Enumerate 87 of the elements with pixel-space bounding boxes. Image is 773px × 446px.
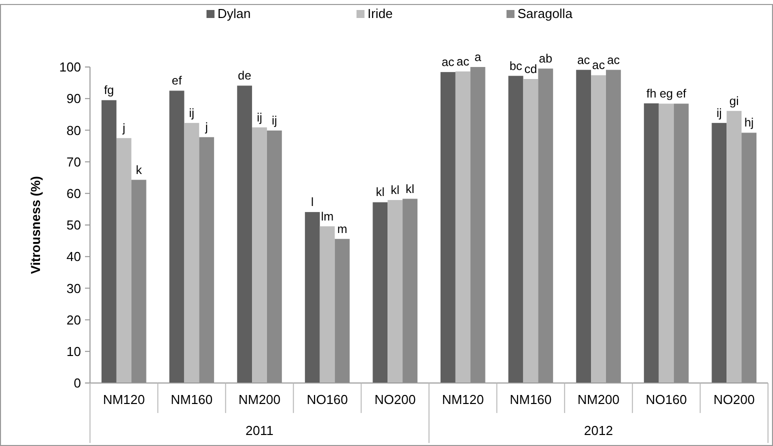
x-tick-label: NM160	[170, 392, 213, 407]
bar	[576, 70, 592, 383]
text: 2011	[246, 423, 274, 438]
data-label: ac	[442, 55, 454, 70]
bar	[606, 70, 621, 383]
bar	[523, 79, 538, 383]
bar	[320, 226, 335, 383]
bar	[131, 180, 146, 383]
bar	[184, 122, 200, 383]
data-label: j	[122, 121, 126, 136]
bar	[116, 138, 132, 383]
bar	[726, 110, 742, 383]
x-tick-label: NM200	[238, 392, 280, 407]
y-tick-label: 70	[66, 154, 81, 170]
y-tick-label: 20	[66, 312, 81, 328]
y-tick-label: 60	[66, 186, 81, 201]
y-tick-label: 10	[66, 344, 81, 359]
bar	[199, 137, 214, 383]
bar	[712, 122, 727, 383]
bar	[304, 212, 320, 383]
bar	[402, 198, 418, 383]
x-tick-label: NO160	[646, 392, 687, 407]
legend-label: Dylan	[218, 6, 251, 21]
y-tick-label: 90	[66, 91, 81, 106]
bar	[334, 238, 350, 383]
data-label: ac	[456, 54, 470, 68]
data-label: bc	[509, 58, 522, 73]
y-tick-label: 100	[59, 60, 81, 75]
y-tick-label: 80	[66, 122, 81, 138]
legend-label: Iride	[368, 6, 393, 21]
bar	[440, 72, 456, 383]
bar	[742, 132, 756, 383]
bar	[266, 130, 282, 383]
data-label: k	[136, 162, 143, 177]
bar	[237, 86, 252, 383]
data-label: ab	[538, 52, 553, 66]
data-label: kl	[406, 182, 414, 196]
data-label: lm	[320, 209, 334, 224]
bar	[102, 100, 116, 383]
x-tick-label: NM200	[578, 392, 620, 407]
x-tick-label: NM160	[510, 392, 552, 407]
x-tick-label: NO200	[374, 392, 416, 407]
x-tick-label: NM120	[442, 392, 484, 407]
data-label: kl	[376, 185, 385, 200]
legend-label: Saragolla	[518, 6, 574, 21]
bar	[658, 104, 674, 383]
bar	[372, 202, 388, 383]
data-label: cd	[524, 62, 538, 76]
data-label: hj	[744, 116, 754, 130]
data-label: ij	[256, 110, 262, 124]
data-label: ac	[577, 52, 590, 67]
bar	[591, 75, 606, 383]
data-label: fh	[646, 86, 656, 100]
bar	[388, 200, 403, 383]
data-label: ij	[189, 106, 194, 120]
data-label: fg	[104, 83, 114, 98]
data-label: ef	[676, 86, 687, 101]
data-label: l	[311, 195, 314, 210]
data-label: ef	[172, 74, 182, 88]
bar	[538, 68, 554, 383]
y-tick-label: 40	[66, 249, 81, 264]
y-tick-label: 50	[66, 218, 81, 233]
y-axis-title: Vitrousness (%)	[28, 176, 43, 274]
data-label: j	[204, 120, 208, 134]
data-label: ac	[607, 52, 620, 67]
bar	[508, 76, 524, 383]
text: 2012	[584, 423, 613, 438]
data-label: gi	[729, 94, 739, 108]
bar	[470, 67, 486, 383]
y-tick-label: 0	[74, 376, 81, 391]
x-tick-label: NM120	[102, 392, 145, 407]
data-label: ij	[272, 114, 278, 128]
data-label: de	[238, 68, 252, 83]
bar	[455, 71, 470, 383]
data-label: a	[474, 50, 482, 64]
data-label: kl	[390, 183, 400, 198]
y-tick-label: 30	[66, 280, 81, 296]
bar	[644, 103, 659, 383]
data-label: m	[337, 222, 348, 236]
x-tick-label: NO160	[306, 392, 348, 407]
bar	[252, 127, 267, 383]
x-tick-label: NO200	[714, 392, 755, 407]
data-label: eg	[660, 86, 673, 101]
data-label: ac	[592, 58, 605, 72]
data-label: ij	[716, 106, 722, 120]
bar	[674, 104, 689, 383]
bar	[169, 90, 184, 383]
